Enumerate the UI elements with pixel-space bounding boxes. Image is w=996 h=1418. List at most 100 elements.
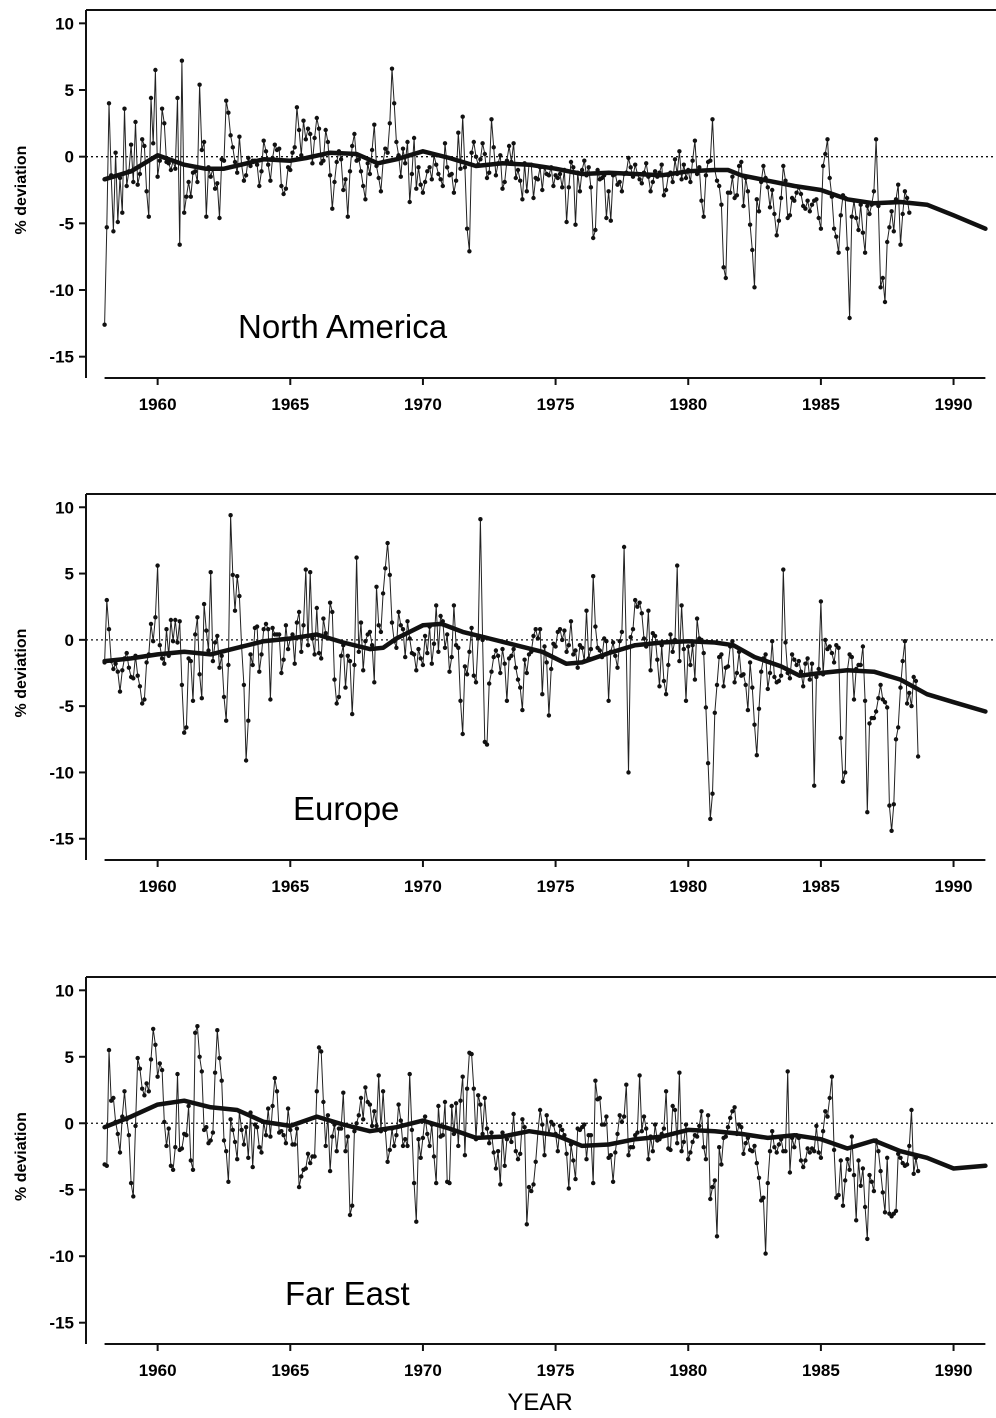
monthly-data-point xyxy=(261,138,266,143)
monthly-data-point xyxy=(487,1141,492,1146)
monthly-data-point xyxy=(403,654,408,660)
monthly-data-point xyxy=(787,1170,793,1175)
monthly-data-point xyxy=(551,183,556,189)
monthly-data-point xyxy=(480,141,485,146)
monthly-data-point xyxy=(345,653,350,658)
monthly-data-point xyxy=(343,177,348,182)
monthly-data-point xyxy=(288,1127,293,1133)
y-tick-label: 0 xyxy=(65,1114,74,1133)
monthly-data-point xyxy=(540,187,545,193)
monthly-data-point xyxy=(540,1122,545,1127)
y-tick-label: 0 xyxy=(65,148,74,167)
monthly-data-point xyxy=(721,684,726,689)
monthly-data-point xyxy=(168,1163,174,1169)
monthly-data-point xyxy=(447,669,452,674)
monthly-data-point xyxy=(686,644,691,649)
monthly-data-point xyxy=(732,1105,737,1110)
monthly-data-point xyxy=(288,167,293,173)
monthly-data-point xyxy=(657,684,662,689)
monthly-data-point xyxy=(889,209,894,214)
monthly-data-point xyxy=(648,668,653,673)
monthly-data-point xyxy=(845,1157,850,1162)
monthly-data-point xyxy=(208,174,213,179)
monthly-data-point xyxy=(708,816,713,822)
monthly-data-point xyxy=(767,1149,773,1154)
monthly-data-point xyxy=(263,621,269,627)
monthly-data-point xyxy=(650,1149,655,1154)
monthly-data-point xyxy=(159,106,165,111)
monthly-data-point xyxy=(816,666,821,672)
monthly-data-point xyxy=(449,1103,454,1109)
monthly-data-point xyxy=(776,678,782,684)
monthly-data-point xyxy=(882,700,888,705)
monthly-data-point xyxy=(544,1113,549,1118)
monthly-data-point xyxy=(604,639,609,644)
monthly-data-point xyxy=(321,616,326,621)
monthly-data-point xyxy=(140,1086,145,1091)
monthly-data-point xyxy=(436,171,441,177)
monthly-data-point xyxy=(487,681,492,686)
monthly-data-point xyxy=(865,1236,870,1242)
monthly-data-point xyxy=(372,1109,377,1114)
monthly-data-point xyxy=(246,155,251,161)
monthly-data-point xyxy=(380,591,386,596)
monthly-data-point xyxy=(498,1182,503,1187)
monthly-data-point xyxy=(327,173,333,178)
monthly-data-point xyxy=(831,660,837,665)
monthly-data-point xyxy=(146,1089,151,1094)
monthly-data-point xyxy=(157,643,162,648)
monthly-data-point xyxy=(206,648,211,653)
monthly-data-point xyxy=(701,214,706,219)
monthly-data-point xyxy=(759,669,764,674)
monthly-data-point xyxy=(281,191,286,197)
monthly-data-point xyxy=(812,783,817,788)
monthly-data-point xyxy=(781,567,786,572)
monthly-data-point xyxy=(820,163,826,169)
monthly-data-point xyxy=(296,609,302,615)
monthly-data-point xyxy=(106,101,112,106)
monthly-data-point xyxy=(739,159,744,165)
monthly-data-point xyxy=(513,1149,518,1154)
monthly-data-point xyxy=(168,617,174,623)
monthly-data-point xyxy=(429,661,434,666)
monthly-data-point xyxy=(259,652,264,657)
monthly-data-point xyxy=(770,639,775,644)
monthly-data-point xyxy=(330,206,335,211)
monthly-data-point xyxy=(363,197,368,202)
monthly-data-point xyxy=(405,1143,410,1149)
monthly-data-point xyxy=(891,229,896,234)
x-tick-label: 1960 xyxy=(139,877,177,896)
monthly-data-point xyxy=(902,639,908,644)
monthly-data-point xyxy=(314,1089,319,1094)
monthly-data-point xyxy=(305,643,311,648)
monthly-data-point xyxy=(422,1114,428,1119)
monthly-data-point xyxy=(131,179,136,185)
monthly-data-point xyxy=(197,82,202,87)
monthly-data-point xyxy=(770,187,775,193)
monthly-data-point xyxy=(663,692,669,697)
monthly-data-point xyxy=(774,233,779,238)
monthly-data-point xyxy=(226,110,231,115)
monthly-data-point xyxy=(717,183,722,189)
monthly-data-point xyxy=(226,662,231,668)
monthly-data-point xyxy=(831,1147,837,1153)
monthly-data-point xyxy=(409,1127,415,1133)
monthly-data-point xyxy=(469,150,474,155)
monthly-data-point xyxy=(345,1134,350,1139)
monthly-data-point xyxy=(836,645,841,650)
monthly-data-point xyxy=(710,117,715,122)
monthly-data-point xyxy=(677,1070,682,1075)
monthly-data-point xyxy=(593,1078,598,1083)
monthly-data-point xyxy=(661,1126,667,1131)
monthly-data-point xyxy=(283,623,289,628)
monthly-data-point xyxy=(668,1147,673,1153)
monthly-data-point xyxy=(469,1051,474,1057)
y-tick-label: -10 xyxy=(49,763,74,782)
monthly-data-point xyxy=(199,147,204,153)
monthly-data-point xyxy=(854,1218,859,1223)
monthly-data-point xyxy=(376,623,381,628)
monthly-data-point xyxy=(420,662,426,668)
monthly-data-point xyxy=(155,563,160,568)
monthly-data-point xyxy=(513,665,518,670)
monthly-data-point xyxy=(904,701,910,706)
